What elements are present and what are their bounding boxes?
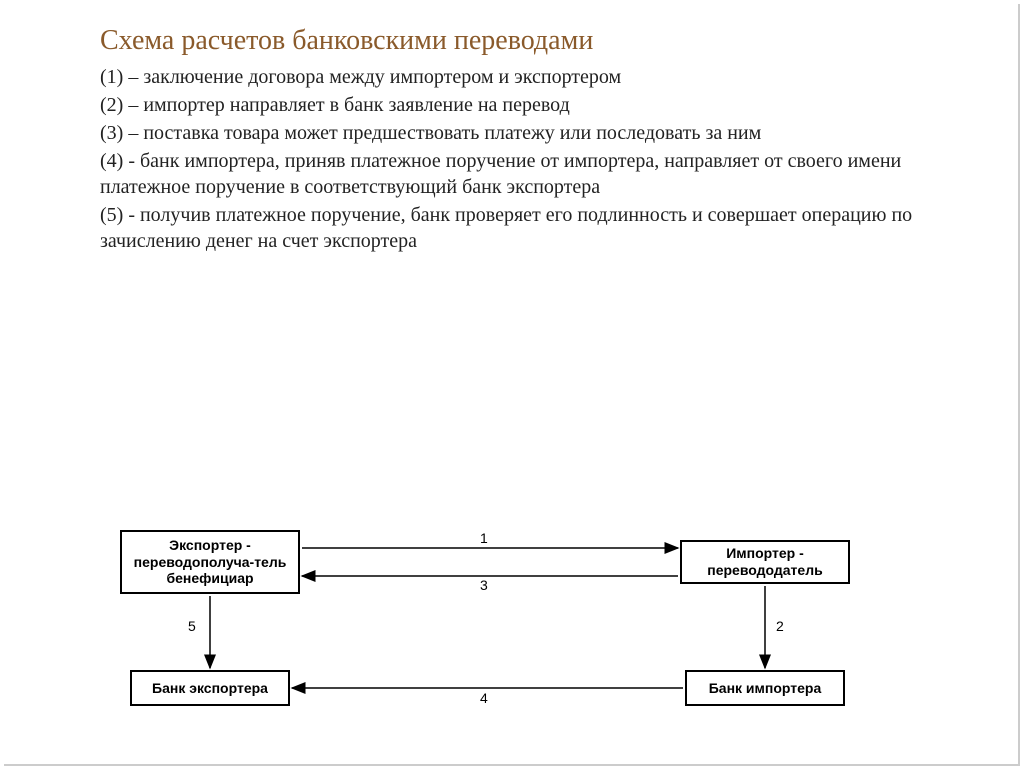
step-4: (4) - банк импортера, приняв платежное п… bbox=[100, 148, 924, 200]
edge-2-label: 2 bbox=[776, 618, 784, 634]
edge-3-label: 3 bbox=[480, 577, 488, 593]
body-text: (1) – заключение договора между импортер… bbox=[100, 64, 924, 254]
node-bank-exporter: Банк экспортера bbox=[130, 670, 290, 706]
slide-content: Схема расчетов банковскими переводами (1… bbox=[0, 0, 1024, 768]
slide-frame-right bbox=[1018, 4, 1020, 764]
step-3: (3) – поставка товара может предшествова… bbox=[100, 120, 924, 146]
node-bank-importer: Банк импортера bbox=[685, 670, 845, 706]
step-2: (2) – импортер направляет в банк заявлен… bbox=[100, 92, 924, 118]
flow-diagram: 1 3 2 5 4 Экспортер - переводополуча-тел… bbox=[120, 530, 900, 730]
step-5: (5) - получив платежное поручение, банк … bbox=[100, 202, 924, 254]
slide-frame-bottom bbox=[4, 764, 1020, 766]
node-exporter: Экспортер - переводополуча-тель бенефици… bbox=[120, 530, 300, 594]
edge-5-label: 5 bbox=[188, 618, 196, 634]
step-1: (1) – заключение договора между импортер… bbox=[100, 64, 924, 90]
node-importer: Импортер - перевододатель bbox=[680, 540, 850, 584]
edge-4-label: 4 bbox=[480, 690, 488, 706]
edge-1-label: 1 bbox=[480, 530, 488, 546]
slide-title: Схема расчетов банковскими переводами bbox=[100, 24, 924, 58]
